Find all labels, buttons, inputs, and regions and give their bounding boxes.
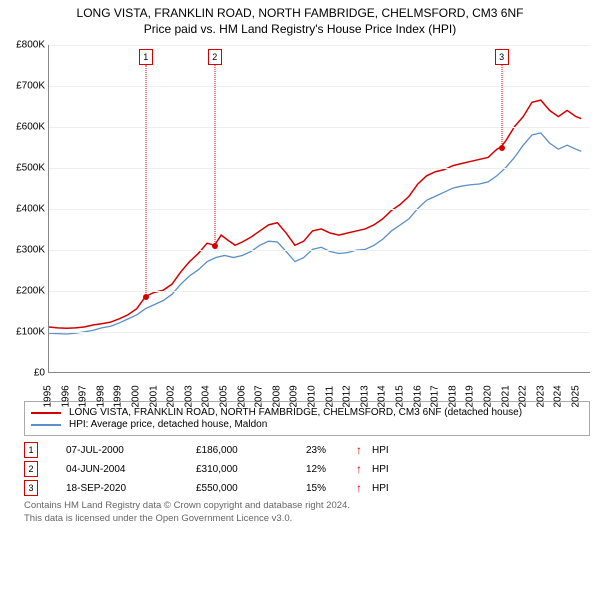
x-tick-label: 1999 (113, 385, 124, 407)
arrow-icon: ↑ (356, 462, 372, 476)
table-marker: 1 (24, 442, 38, 458)
x-tick-label: 1998 (95, 385, 106, 407)
table-row: 1 07-JUL-2000£186,00023%↑HPI (24, 442, 590, 458)
col-price: £550,000 (196, 483, 306, 494)
x-tick-label: 2013 (359, 385, 370, 407)
marker-dot (212, 243, 218, 249)
gridline (49, 250, 590, 251)
y-tick-label: £500K (3, 163, 45, 174)
col-pct: 23% (306, 445, 356, 456)
marker-line (501, 65, 502, 148)
col-date: 07-JUL-2000 (66, 445, 196, 456)
series-hpi (49, 133, 581, 334)
legend-label: LONG VISTA, FRANKLIN ROAD, NORTH FAMBRID… (69, 407, 522, 418)
x-tick-label: 2011 (324, 386, 335, 408)
x-tick-label: 2014 (377, 385, 388, 407)
gridline (49, 209, 590, 210)
table-row: 2 04-JUN-2004£310,00012%↑HPI (24, 461, 590, 477)
col-price: £310,000 (196, 464, 306, 475)
x-tick-label: 2001 (148, 385, 159, 407)
marker-label: 1 (139, 49, 153, 65)
x-tick-label: 2019 (465, 385, 476, 407)
x-tick-label: 2017 (430, 385, 441, 407)
x-tick-label: 2002 (166, 385, 177, 407)
x-tick-label: 2015 (394, 385, 405, 407)
col-suffix: HPI (372, 464, 389, 475)
marker-line (214, 65, 215, 246)
gridline (49, 127, 590, 128)
x-tick-label: 2000 (130, 385, 141, 407)
y-tick-label: £0 (3, 368, 45, 379)
y-tick-label: £300K (3, 245, 45, 256)
chart-subtitle: Price paid vs. HM Land Registry's House … (0, 22, 600, 38)
x-tick-label: 2024 (553, 385, 564, 407)
x-tick-label: 2005 (218, 385, 229, 407)
y-tick-label: £600K (3, 122, 45, 133)
y-tick-label: £800K (3, 40, 45, 51)
col-pct: 12% (306, 464, 356, 475)
x-tick-label: 1996 (60, 385, 71, 407)
chart-title: LONG VISTA, FRANKLIN ROAD, NORTH FAMBRID… (0, 0, 600, 22)
table-row: 3 18-SEP-2020£550,00015%↑HPI (24, 480, 590, 496)
x-tick-label: 2020 (482, 385, 493, 407)
x-tick-label: 2023 (535, 385, 546, 407)
marker-label: 2 (208, 49, 222, 65)
y-tick-label: £400K (3, 204, 45, 215)
legend-swatch (31, 424, 61, 426)
col-suffix: HPI (372, 483, 389, 494)
plot-region: £0£100K£200K£300K£400K£500K£600K£700K£80… (48, 45, 590, 373)
legend-item: HPI: Average price, detached house, Mald… (31, 419, 583, 430)
y-tick-label: £700K (3, 81, 45, 92)
footer-line2: This data is licensed under the Open Gov… (24, 513, 590, 525)
table-marker: 3 (24, 480, 38, 496)
chart-container: LONG VISTA, FRANKLIN ROAD, NORTH FAMBRID… (0, 0, 600, 590)
gridline (49, 45, 590, 46)
col-date: 04-JUN-2004 (66, 464, 196, 475)
x-tick-label: 2021 (500, 385, 511, 407)
legend-swatch (31, 412, 61, 414)
y-tick-label: £100K (3, 327, 45, 338)
table-marker: 2 (24, 461, 38, 477)
legend-label: HPI: Average price, detached house, Mald… (69, 419, 267, 430)
arrow-icon: ↑ (356, 481, 372, 495)
col-pct: 15% (306, 483, 356, 494)
x-tick-label: 2025 (570, 385, 581, 407)
footer-line1: Contains HM Land Registry data © Crown c… (24, 500, 590, 512)
x-tick-label: 2009 (289, 385, 300, 407)
arrow-icon: ↑ (356, 443, 372, 457)
x-tick-label: 2010 (306, 385, 317, 407)
x-tick-label: 2004 (201, 385, 212, 407)
marker-label: 3 (495, 49, 509, 65)
gridline (49, 168, 590, 169)
col-price: £186,000 (196, 445, 306, 456)
gridline (49, 291, 590, 292)
marker-line (145, 65, 146, 297)
gridline (49, 86, 590, 87)
col-date: 18-SEP-2020 (66, 483, 196, 494)
x-tick-label: 2022 (518, 385, 529, 407)
x-tick-label: 2003 (183, 385, 194, 407)
marker-table: 107-JUL-2000£186,00023%↑HPI204-JUN-2004£… (24, 442, 590, 496)
footer: Contains HM Land Registry data © Crown c… (24, 500, 590, 525)
x-tick-label: 2008 (271, 385, 282, 407)
x-tick-label: 2007 (254, 385, 265, 407)
col-suffix: HPI (372, 445, 389, 456)
gridline (49, 332, 590, 333)
marker-dot (143, 294, 149, 300)
x-tick-label: 2012 (342, 385, 353, 407)
x-tick-label: 2016 (412, 385, 423, 407)
y-tick-label: £200K (3, 286, 45, 297)
x-tick-label: 2018 (447, 385, 458, 407)
x-tick-label: 1997 (78, 385, 89, 407)
chart-area: £0£100K£200K£300K£400K£500K£600K£700K£80… (48, 45, 590, 395)
x-tick-label: 2006 (236, 385, 247, 407)
x-tick-label: 1995 (43, 385, 54, 407)
legend-item: LONG VISTA, FRANKLIN ROAD, NORTH FAMBRID… (31, 407, 583, 418)
marker-dot (499, 145, 505, 151)
